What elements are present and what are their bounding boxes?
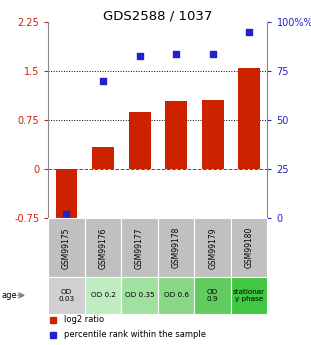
Text: GSM99178: GSM99178 [172, 227, 181, 268]
Bar [231, 277, 267, 314]
Bar [158, 218, 194, 277]
Bar [121, 277, 158, 314]
Bar [55, 169, 77, 225]
Bar [121, 218, 158, 277]
Text: OD 0.2: OD 0.2 [91, 292, 115, 298]
Point [174, 51, 179, 57]
Title: GDS2588 / 1037: GDS2588 / 1037 [103, 9, 212, 22]
Bar [48, 218, 85, 277]
Text: GSM99179: GSM99179 [208, 227, 217, 268]
Bar [85, 277, 121, 314]
Bar [194, 277, 231, 314]
Text: OD 0.35: OD 0.35 [125, 292, 154, 298]
Point [64, 212, 69, 217]
Text: OD
0.9: OD 0.9 [207, 289, 218, 302]
Point [137, 53, 142, 59]
Text: percentile rank within the sample: percentile rank within the sample [63, 330, 206, 339]
Text: GSM99176: GSM99176 [99, 227, 108, 268]
Text: GSM99180: GSM99180 [245, 227, 254, 268]
Point [100, 78, 105, 84]
Bar [92, 147, 114, 169]
Text: GSM99177: GSM99177 [135, 227, 144, 268]
Point [247, 29, 252, 35]
Text: log2 ratio: log2 ratio [63, 315, 104, 324]
Bar [48, 277, 85, 314]
Bar [129, 112, 151, 169]
Bar [85, 218, 121, 277]
Bar [202, 99, 224, 169]
Bar [231, 218, 267, 277]
Bar [165, 101, 187, 169]
Text: GSM99175: GSM99175 [62, 227, 71, 268]
Bar [158, 277, 194, 314]
Bar [194, 218, 231, 277]
Text: age: age [2, 291, 18, 300]
Point [210, 51, 215, 57]
Text: OD 0.6: OD 0.6 [164, 292, 188, 298]
Text: stationar
y phase: stationar y phase [233, 289, 265, 302]
Text: OD
0.03: OD 0.03 [58, 289, 75, 302]
Bar [238, 68, 260, 169]
